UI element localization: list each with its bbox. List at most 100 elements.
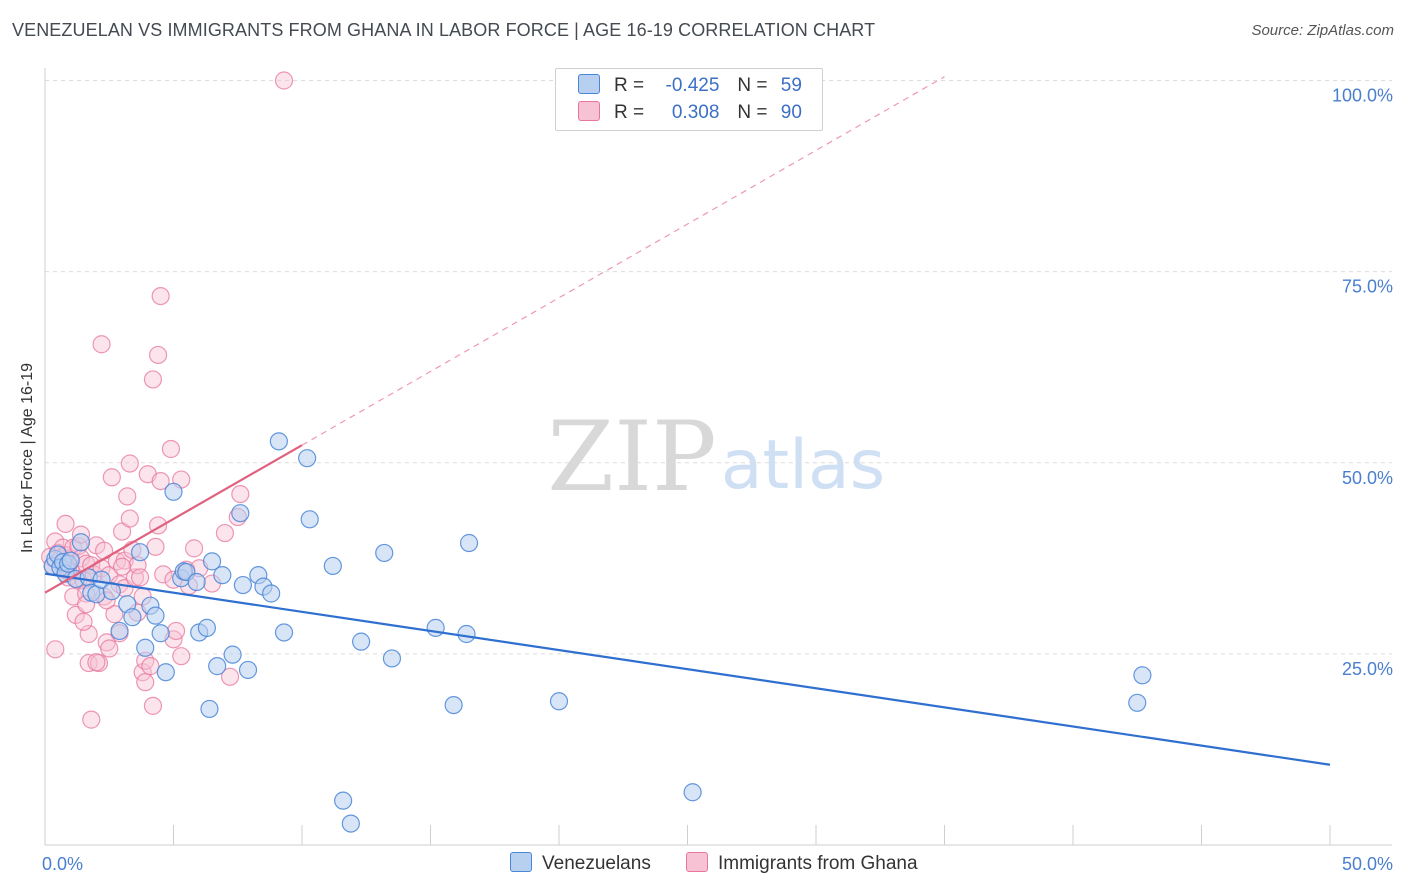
legend-label-ghana: Immigrants from Ghana bbox=[718, 853, 918, 874]
venezuelan-point bbox=[300, 510, 319, 529]
ghana-point bbox=[143, 370, 163, 389]
ghana-point bbox=[56, 514, 75, 534]
ghana-point bbox=[220, 667, 240, 686]
ghana-point bbox=[100, 639, 119, 658]
ghana-point bbox=[166, 621, 186, 641]
venezuelan-point bbox=[123, 608, 142, 627]
legend-swatch-pink bbox=[686, 851, 708, 872]
venezuelan-point bbox=[375, 543, 394, 563]
venezuelan-point bbox=[1128, 693, 1147, 712]
tick-labels: 25.0% 50.0% 75.0% 100.0% 0.0% 50.0% bbox=[42, 86, 1393, 875]
ghana-point bbox=[130, 568, 150, 587]
legend-n-label: N = bbox=[737, 75, 768, 96]
trend-lines bbox=[44, 76, 1331, 766]
legend-n-value: 90 bbox=[780, 102, 802, 123]
venezuelans-trend-line bbox=[44, 572, 1331, 766]
venezuelan-point bbox=[164, 482, 183, 501]
legend-n-label: N = bbox=[737, 102, 768, 123]
venezuelan-point bbox=[444, 695, 463, 715]
venezuelan-point bbox=[457, 624, 476, 644]
chart-title: VENEZUELAN VS IMMIGRANTS FROM GHANA IN L… bbox=[12, 20, 876, 40]
watermark-zip: ZIP bbox=[547, 401, 716, 513]
venezuelan-point bbox=[156, 663, 175, 682]
ghana-point bbox=[46, 640, 65, 659]
venezuelan-point bbox=[151, 624, 170, 643]
venezuelan-point bbox=[341, 814, 360, 833]
legend-r-label: R = bbox=[614, 75, 645, 96]
ghana-point bbox=[102, 468, 121, 487]
venezuelan-point bbox=[382, 649, 402, 668]
ghana-point bbox=[141, 657, 160, 676]
venezuelan-point bbox=[334, 791, 353, 810]
grid-lines bbox=[45, 80, 1392, 655]
venezuelan-point bbox=[233, 575, 252, 595]
y-tick-label: 25.0% bbox=[1342, 659, 1393, 679]
legend-row-ghana: R = 0.308 N = 90 bbox=[578, 100, 802, 126]
venezuelan-point bbox=[213, 566, 232, 585]
venezuelan-point bbox=[136, 638, 155, 657]
x-tick-label-min: 0.0% bbox=[42, 854, 83, 874]
source-label: Source: ZipAtlas.com bbox=[1251, 22, 1394, 39]
y-tick-label: 75.0% bbox=[1342, 277, 1393, 297]
ghana-point bbox=[82, 710, 101, 729]
ghana-point bbox=[87, 653, 106, 672]
watermark-atlas: atlas bbox=[721, 426, 885, 505]
legend-r-value: 0.308 bbox=[671, 102, 720, 123]
ghana-point bbox=[105, 605, 124, 624]
venezuelan-point bbox=[223, 645, 242, 664]
venezuelan-point bbox=[274, 623, 294, 642]
venezuelan-point bbox=[1133, 666, 1152, 685]
x-tick-label-max: 50.0% bbox=[1342, 854, 1393, 874]
venezuelan-point bbox=[459, 533, 479, 553]
ghana-point bbox=[79, 653, 98, 673]
venezuelan-point bbox=[323, 556, 342, 576]
series-legend: Venezuelans Immigrants from Ghana bbox=[0, 851, 1406, 876]
venezuelan-point bbox=[130, 543, 150, 562]
ghana-point bbox=[154, 565, 173, 584]
ghana-point bbox=[107, 552, 127, 571]
ghana-point bbox=[184, 539, 204, 558]
legend-n-value: 59 bbox=[780, 75, 802, 96]
venezuelan-point bbox=[262, 584, 281, 603]
ghana-point bbox=[146, 537, 165, 556]
venezuelan-point bbox=[298, 449, 317, 468]
venezuelan-point bbox=[549, 692, 569, 711]
venezuelan-point bbox=[187, 572, 206, 592]
axes bbox=[44, 68, 1392, 846]
legend-label-venezuelans: Venezuelans bbox=[542, 853, 651, 874]
venezuelan-point bbox=[146, 606, 165, 625]
ghana-trend-extension bbox=[301, 76, 945, 446]
legend-r-label: R = bbox=[614, 102, 645, 123]
venezuelan-point bbox=[352, 632, 371, 651]
venezuelan-point bbox=[71, 533, 91, 552]
ghana-point bbox=[136, 673, 155, 692]
legend-item-ghana: Immigrants from Ghana bbox=[686, 851, 918, 876]
legend-row-venezuelans: R = -0.425 N = 59 bbox=[578, 73, 802, 99]
ghana-point bbox=[148, 345, 168, 365]
ghana-point bbox=[151, 286, 170, 306]
ghana-point bbox=[161, 439, 181, 459]
venezuelan-point bbox=[202, 552, 222, 571]
ghana-point bbox=[215, 523, 234, 543]
y-tick-label: 50.0% bbox=[1342, 468, 1393, 488]
venezuelan-point bbox=[61, 551, 80, 570]
ghana-point bbox=[112, 557, 132, 576]
venezuelan-point bbox=[208, 657, 227, 676]
venezuelan-point bbox=[110, 621, 129, 641]
ghana-point bbox=[143, 696, 163, 715]
series-venezuelans-points bbox=[43, 432, 1152, 833]
legend-item-venezuelans: Venezuelans bbox=[510, 851, 651, 876]
venezuelan-point bbox=[683, 783, 702, 802]
ghana-point bbox=[74, 612, 93, 631]
venezuelan-point bbox=[238, 660, 258, 680]
venezuelan-point bbox=[197, 618, 217, 637]
ghana-point bbox=[172, 647, 191, 666]
ghana-trend-line bbox=[44, 444, 303, 594]
ghana-point bbox=[151, 471, 170, 491]
venezuelan-point bbox=[231, 504, 250, 523]
ghana-point bbox=[120, 454, 139, 473]
legend-r-value: -0.425 bbox=[665, 75, 720, 96]
correlation-legend: R = -0.425 N = 59 R = 0.308 N = 90 bbox=[555, 68, 823, 131]
ghana-point bbox=[92, 335, 111, 354]
